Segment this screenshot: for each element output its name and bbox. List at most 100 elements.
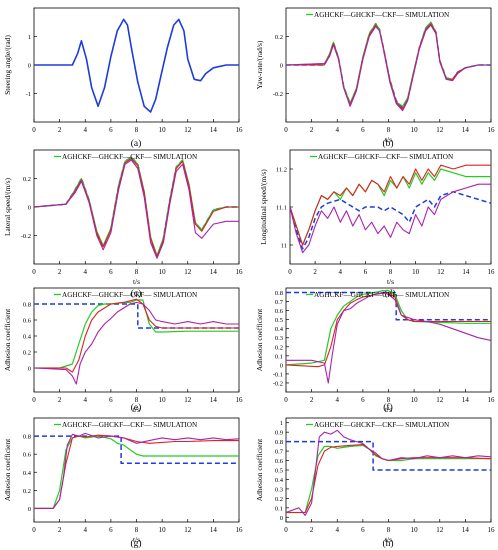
x-axis-label: t/s bbox=[133, 405, 140, 414]
x-tick-label: 8 bbox=[387, 126, 391, 134]
y-tick-label: 0.2 bbox=[275, 34, 283, 41]
x-tick-label: 12 bbox=[436, 526, 444, 534]
panel-g: 0 2 4 6 8 10 12 14 16 0 0.2 0.4 0.6 0.8 Adhesion coeff… bbox=[3, 417, 244, 549]
x-tick-label: 2 bbox=[310, 526, 314, 534]
y-tick-label: 0 bbox=[28, 205, 31, 212]
y-tick-label: -0.2 bbox=[21, 233, 31, 240]
y-axis-label: Yaw-rate/(rad/s) bbox=[255, 40, 264, 89]
y-tick-label: 0 bbox=[280, 63, 283, 70]
x-tick-label: 4 bbox=[336, 126, 340, 134]
series-line-gh bbox=[34, 298, 239, 373]
series-line-gh bbox=[290, 164, 491, 246]
x-tick-label: 0 bbox=[284, 526, 288, 534]
x-tick-label: 4 bbox=[336, 526, 340, 534]
x-tick-label: 4 bbox=[336, 396, 340, 404]
y-axis-label: Adhesion coefficient bbox=[3, 308, 12, 371]
x-tick-label: 4 bbox=[84, 268, 88, 276]
x-axis-label: t/s bbox=[385, 535, 392, 544]
y-tick-label: 0.6 bbox=[275, 308, 284, 315]
y-tick-label: 1 bbox=[28, 34, 31, 41]
x-tick-label: 8 bbox=[387, 396, 391, 404]
y-tick-label: -1 bbox=[26, 91, 31, 98]
x-tick-label: 0 bbox=[284, 396, 288, 404]
x-tick-label: 16 bbox=[488, 126, 496, 134]
panel-f: 0 2 4 6 8 10 12 14 16 -0.2 -0.1 0 0.1 0.2 0.3 0.4 0.5 0.6… bbox=[255, 287, 496, 414]
series-line-steer bbox=[34, 18, 239, 113]
x-tick-label: 14 bbox=[210, 126, 218, 134]
x-tick-label: 14 bbox=[462, 126, 470, 134]
legend-text: AGHCKF—GHCKF—CKF— SIMULATION bbox=[314, 291, 450, 299]
x-tick-label: 0 bbox=[32, 268, 36, 276]
subfigure-caption: (c) bbox=[131, 288, 142, 299]
x-tick-label: 8 bbox=[135, 396, 139, 404]
x-tick-label: 16 bbox=[488, 396, 496, 404]
x-tick-label: 2 bbox=[313, 268, 317, 276]
x-tick-label: 12 bbox=[184, 396, 192, 404]
x-tick-label: 8 bbox=[135, 268, 139, 276]
x-axis-label: t/s bbox=[385, 405, 392, 414]
legend-text: AGHCKF—GHCKF—CKF— SIMULATION bbox=[318, 153, 454, 161]
x-tick-label: 12 bbox=[184, 268, 192, 276]
y-axis-label: Longitudinal speed/(m/s) bbox=[259, 169, 268, 245]
y-tick-label: 0.6 bbox=[275, 458, 284, 465]
x-tick-label: 16 bbox=[236, 396, 244, 404]
x-axis-label: t/s bbox=[133, 277, 140, 286]
y-tick-label: 0.8 bbox=[23, 434, 31, 441]
x-tick-label: 14 bbox=[210, 526, 218, 534]
series-line-ckf bbox=[286, 291, 491, 384]
legend-text: AGHCKF—GHCKF—CKF— SIMULATION bbox=[62, 421, 198, 429]
y-tick-label: 0 bbox=[280, 515, 283, 522]
subfigure-caption: (h) bbox=[382, 538, 393, 549]
x-tick-label: 4 bbox=[84, 526, 88, 534]
x-axis-label: t/s bbox=[387, 277, 394, 286]
y-tick-label: 0.4 bbox=[275, 477, 284, 484]
series-line-ckf bbox=[34, 301, 239, 385]
y-tick-label: 11.1 bbox=[276, 205, 287, 212]
x-tick-label: 0 bbox=[284, 126, 288, 134]
x-tick-label: 16 bbox=[236, 268, 244, 276]
x-tick-label: 12 bbox=[184, 126, 192, 134]
x-tick-label: 10 bbox=[411, 526, 419, 534]
y-tick-label: 0.1 bbox=[275, 505, 283, 512]
y-tick-label: 0.8 bbox=[275, 290, 283, 297]
y-tick-label: 0.2 bbox=[23, 350, 31, 357]
y-tick-label: 0 bbox=[28, 366, 31, 373]
x-tick-label: 0 bbox=[32, 396, 36, 404]
y-tick-label: -0.1 bbox=[273, 371, 283, 378]
y-axis-label: Adhesion coefficient bbox=[3, 438, 12, 501]
x-axis-label: t/s bbox=[133, 535, 140, 544]
y-tick-label: 0.4 bbox=[275, 326, 284, 333]
y-tick-label: 0.5 bbox=[275, 317, 283, 324]
legend-text: AGHCKF—GHCKF—CKF— SIMULATION bbox=[314, 11, 450, 19]
panel-c: 0 2 4 6 8 10 12 14 16 -0.2 0 0.2 Lateral speed/(m/s)… bbox=[3, 149, 244, 299]
x-tick-label: 10 bbox=[159, 268, 167, 276]
x-tick-label: 4 bbox=[339, 268, 343, 276]
x-axis-label: t/s bbox=[385, 135, 392, 144]
x-tick-label: 16 bbox=[236, 526, 244, 534]
series-line-ckf bbox=[34, 159, 239, 259]
series-line-agh bbox=[34, 435, 239, 509]
x-tick-label: 0 bbox=[32, 126, 36, 134]
subfigure-caption: (e) bbox=[131, 402, 142, 413]
x-tick-label: 12 bbox=[437, 268, 445, 276]
y-tick-label: 0.4 bbox=[23, 334, 32, 341]
x-tick-label: 12 bbox=[436, 396, 444, 404]
y-tick-label: 0.2 bbox=[275, 344, 283, 351]
x-tick-label: 2 bbox=[310, 126, 314, 134]
x-tick-label: 14 bbox=[462, 526, 470, 534]
subfigure-caption: (f) bbox=[383, 402, 393, 413]
x-tick-label: 2 bbox=[58, 396, 62, 404]
x-tick-label: 6 bbox=[361, 396, 365, 404]
y-tick-label: 0.4 bbox=[23, 470, 32, 477]
x-tick-label: 16 bbox=[488, 526, 496, 534]
x-tick-label: 6 bbox=[109, 526, 113, 534]
series-line-sim bbox=[286, 440, 491, 471]
y-tick-label: 0.3 bbox=[275, 335, 283, 342]
y-tick-label: 11 bbox=[281, 243, 287, 250]
y-tick-label: -0.2 bbox=[273, 380, 283, 387]
panel-a: 0 2 4 6 8 10 12 14 16 -1 0 1 Steering angle/(rad) (a) bbox=[3, 7, 243, 149]
y-tick-label: 1 bbox=[280, 420, 283, 427]
x-tick-label: 14 bbox=[210, 396, 218, 404]
x-tick-label: 16 bbox=[488, 268, 496, 276]
